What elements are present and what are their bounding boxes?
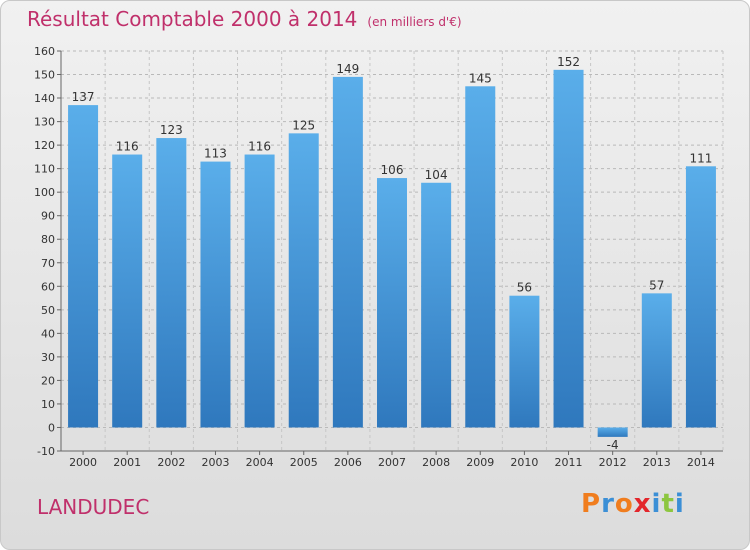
bar-2002 [156, 138, 187, 428]
bars [68, 69, 716, 437]
y-tick-label: 130 [34, 116, 55, 129]
y-tick-label: -10 [37, 445, 55, 458]
y-tick-label: 60 [41, 280, 55, 293]
y-tick-label: 150 [34, 69, 55, 82]
value-label: 111 [689, 151, 712, 165]
logo-letter: P [581, 489, 602, 519]
x-tick-label: 2004 [246, 456, 274, 469]
y-tick-label: 80 [41, 233, 55, 246]
logo-letter: t [661, 489, 675, 519]
value-label: 56 [517, 281, 532, 295]
logo-letter: i [674, 489, 685, 519]
y-tick-label: 120 [34, 139, 55, 152]
proxiti-logo: Proxiti [581, 489, 685, 519]
value-label: -4 [607, 438, 619, 452]
y-tick-label: 40 [41, 327, 55, 340]
value-label: 106 [381, 163, 404, 177]
logo-letter: o [614, 489, 634, 519]
bar-2014 [685, 166, 716, 428]
value-label: 149 [336, 62, 359, 76]
bar-2006 [332, 76, 363, 428]
logo-letter: i [651, 489, 662, 519]
value-label: 104 [425, 168, 448, 182]
y-tick-label: 110 [34, 163, 55, 176]
x-tick-label: 2005 [290, 456, 318, 469]
x-tick-label: 2013 [643, 456, 671, 469]
y-tick-label: 50 [41, 304, 55, 317]
value-label: 57 [649, 278, 664, 292]
bar-2000 [68, 105, 99, 428]
axes [57, 50, 723, 455]
x-tick-label: 2003 [201, 456, 229, 469]
bar-2005 [288, 133, 319, 428]
y-tick-label: 0 [48, 421, 55, 434]
bar-2003 [200, 161, 231, 428]
logo-letter: r [601, 489, 615, 519]
place-name: LANDUDEC [37, 495, 150, 519]
value-label: 116 [116, 140, 139, 154]
bar-2007 [377, 178, 407, 428]
x-tick-label: 2009 [466, 456, 494, 469]
x-tick-label: 2014 [687, 456, 715, 469]
value-label: 116 [248, 140, 271, 154]
y-tick-label: 160 [34, 45, 55, 58]
y-tick-label: 30 [41, 351, 55, 364]
y-tick-label: 20 [41, 374, 55, 387]
x-tick-label: 2008 [422, 456, 450, 469]
labels: -10 0 10 20 30 40 50 60 70 80 90 100 110 120 130 140 150… [34, 45, 715, 469]
x-tick-label: 2006 [334, 456, 362, 469]
value-label: 145 [469, 71, 492, 85]
bar-2008 [421, 182, 452, 428]
x-tick-label: 2002 [157, 456, 185, 469]
x-tick-label: 2000 [69, 456, 97, 469]
value-label: 123 [160, 123, 183, 137]
bar-2004 [244, 154, 275, 428]
chart-unit-label: (en milliers d'€) [367, 15, 462, 29]
x-tick-label: 2007 [378, 456, 406, 469]
bar-2011 [553, 69, 584, 428]
value-label: 113 [204, 147, 227, 161]
value-label: 152 [557, 55, 580, 69]
x-tick-label: 2010 [510, 456, 538, 469]
bar-2001 [112, 154, 143, 428]
chart-title-text: Résultat Comptable 2000 à 2014 [27, 7, 358, 31]
y-tick-label: 100 [34, 186, 55, 199]
x-tick-label: 2001 [113, 456, 141, 469]
chart-title: Résultat Comptable 2000 à 2014 (en millie… [27, 7, 462, 31]
value-label: 137 [72, 90, 95, 104]
x-tick-label: 2012 [599, 456, 627, 469]
y-tick-label: 10 [41, 398, 55, 411]
bar-2013 [641, 293, 672, 428]
value-label: 125 [292, 118, 315, 132]
bar-2010 [509, 295, 540, 428]
y-tick-label: 70 [41, 257, 55, 270]
y-tick-label: 140 [34, 92, 55, 105]
bar-2009 [465, 86, 496, 428]
x-tick-label: 2011 [555, 456, 583, 469]
y-tick-label: 90 [41, 210, 55, 223]
logo-letter: x [633, 489, 652, 519]
bar-2012 [597, 427, 628, 437]
